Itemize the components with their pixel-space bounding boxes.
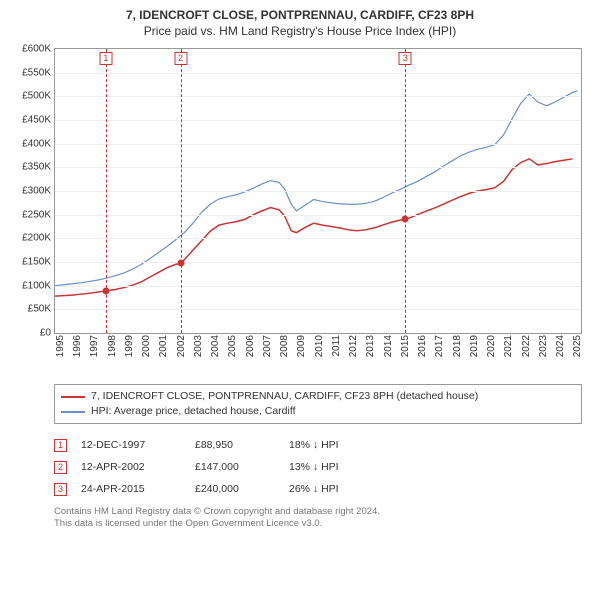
title-block: 7, IDENCROFT CLOSE, PONTPRENNAU, CARDIFF…: [10, 8, 590, 38]
transaction-date: 24-APR-2015: [81, 483, 181, 495]
gridline-h: [55, 167, 581, 168]
y-axis-label: £250K: [22, 209, 55, 220]
event-vline: [181, 49, 182, 333]
legend-box: 7, IDENCROFT CLOSE, PONTPRENNAU, CARDIFF…: [54, 384, 582, 424]
legend-swatch: [61, 411, 85, 413]
x-axis-label: 2014: [381, 333, 394, 357]
gridline-h: [55, 191, 581, 192]
x-axis-label: 2005: [225, 333, 238, 357]
x-axis-label: 2016: [415, 333, 428, 357]
x-axis-label: 2008: [277, 333, 290, 357]
chart-container: 7, IDENCROFT CLOSE, PONTPRENNAU, CARDIFF…: [0, 0, 600, 590]
transaction-row: 1 12-DEC-1997 £88,950 18% ↓ HPI: [54, 434, 582, 456]
transaction-pct: 18% ↓ HPI: [289, 439, 379, 451]
gridline-h: [55, 286, 581, 287]
legend-label: 7, IDENCROFT CLOSE, PONTPRENNAU, CARDIFF…: [91, 389, 478, 404]
y-axis-label: £450K: [22, 115, 55, 126]
x-axis-label: 1998: [105, 333, 118, 357]
y-axis-label: £500K: [22, 91, 55, 102]
footer-line1: Contains HM Land Registry data © Crown c…: [54, 506, 582, 518]
x-axis-label: 2023: [536, 333, 549, 357]
x-axis-label: 2007: [260, 333, 273, 357]
event-marker-box: 1: [99, 52, 112, 65]
legend-swatch: [61, 396, 85, 398]
x-axis-label: 2013: [363, 333, 376, 357]
transaction-price: £147,000: [195, 461, 275, 473]
x-axis-label: 1996: [70, 333, 83, 357]
y-axis-label: £100K: [22, 280, 55, 291]
transaction-pct: 26% ↓ HPI: [289, 483, 379, 495]
x-axis-label: 2004: [208, 333, 221, 357]
x-axis-label: 2012: [346, 333, 359, 357]
transaction-row: 3 24-APR-2015 £240,000 26% ↓ HPI: [54, 478, 582, 500]
gridline-h: [55, 238, 581, 239]
gridline-h: [55, 144, 581, 145]
gridline-h: [55, 120, 581, 121]
event-marker-box: 3: [399, 52, 412, 65]
legend-row: HPI: Average price, detached house, Card…: [61, 404, 575, 419]
transaction-date: 12-DEC-1997: [81, 439, 181, 451]
x-axis-label: 2010: [312, 333, 325, 357]
x-axis-label: 2021: [501, 333, 514, 357]
x-axis-label: 1997: [87, 333, 100, 357]
event-marker-box: 2: [174, 52, 187, 65]
x-axis-label: 2011: [329, 333, 342, 357]
transaction-date: 12-APR-2002: [81, 461, 181, 473]
series-line-price_paid: [55, 159, 572, 296]
y-axis-label: £600K: [22, 44, 55, 55]
transaction-table: 1 12-DEC-1997 £88,950 18% ↓ HPI 2 12-APR-2002…: [54, 434, 582, 500]
gridline-h: [55, 96, 581, 97]
y-axis-label: £200K: [22, 233, 55, 244]
x-axis-label: 2009: [294, 333, 307, 357]
x-axis-label: 2017: [432, 333, 445, 357]
footer-line2: This data is licensed under the Open Gov…: [54, 518, 582, 530]
transaction-pct: 13% ↓ HPI: [289, 461, 379, 473]
event-dot: [102, 287, 109, 294]
x-axis-label: 1999: [122, 333, 135, 357]
event-dot: [402, 216, 409, 223]
x-axis-label: 2025: [570, 333, 583, 357]
x-axis-label: 2015: [398, 333, 411, 357]
gridline-h: [55, 215, 581, 216]
y-axis-label: £400K: [22, 138, 55, 149]
event-vline: [405, 49, 406, 333]
legend-label: HPI: Average price, detached house, Card…: [91, 404, 296, 419]
x-axis-label: 2006: [243, 333, 256, 357]
transaction-index-box: 1: [54, 439, 67, 452]
y-axis-label: £350K: [22, 162, 55, 173]
gridline-h: [55, 262, 581, 263]
x-axis-label: 2024: [553, 333, 566, 357]
gridline-h: [55, 73, 581, 74]
x-axis-label: 2001: [156, 333, 169, 357]
title-subtitle: Price paid vs. HM Land Registry's House …: [10, 24, 590, 38]
transaction-index-box: 3: [54, 483, 67, 496]
x-axis-label: 2022: [519, 333, 532, 357]
y-axis-label: £300K: [22, 186, 55, 197]
x-axis-label: 1995: [53, 333, 66, 357]
transaction-price: £88,950: [195, 439, 275, 451]
x-axis-label: 2020: [484, 333, 497, 357]
title-address: 7, IDENCROFT CLOSE, PONTPRENNAU, CARDIFF…: [10, 8, 590, 22]
y-axis-label: £50K: [28, 304, 55, 315]
chart-area: £0£50K£100K£150K£200K£250K£300K£350K£400…: [10, 44, 590, 374]
x-axis-label: 2002: [174, 333, 187, 357]
x-axis-label: 2003: [191, 333, 204, 357]
transaction-index-box: 2: [54, 461, 67, 474]
legend-row: 7, IDENCROFT CLOSE, PONTPRENNAU, CARDIFF…: [61, 389, 575, 404]
gridline-h: [55, 309, 581, 310]
plot-region: £0£50K£100K£150K£200K£250K£300K£350K£400…: [54, 48, 582, 334]
x-axis-label: 2019: [467, 333, 480, 357]
x-axis-label: 2018: [450, 333, 463, 357]
y-axis-label: £150K: [22, 257, 55, 268]
x-axis-label: 2000: [139, 333, 152, 357]
transaction-price: £240,000: [195, 483, 275, 495]
footer-attribution: Contains HM Land Registry data © Crown c…: [54, 506, 582, 530]
transaction-row: 2 12-APR-2002 £147,000 13% ↓ HPI: [54, 456, 582, 478]
y-axis-label: £550K: [22, 67, 55, 78]
event-dot: [177, 260, 184, 267]
